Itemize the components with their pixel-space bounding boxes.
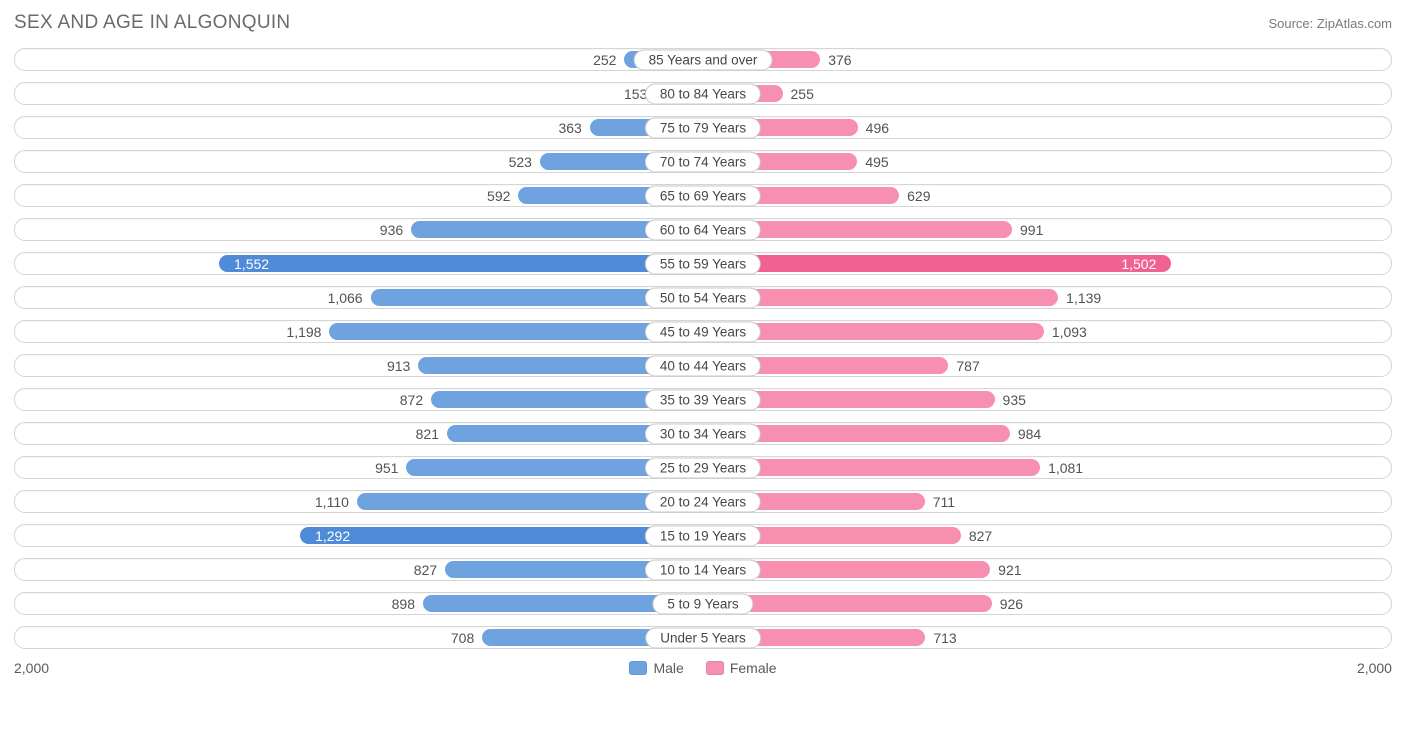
male-value: 592 — [487, 188, 510, 204]
chart-footer: 2,000 Male Female 2,000 — [14, 660, 1392, 676]
pyramid-row: 898 926 5 to 9 Years — [14, 592, 1392, 615]
female-value: 787 — [956, 358, 979, 374]
pyramid-row: 523 495 70 to 74 Years — [14, 150, 1392, 173]
male-value: 951 — [375, 460, 398, 476]
female-value: 1,093 — [1052, 324, 1087, 340]
female-value: 1,502 — [1121, 256, 1156, 272]
chart-title: SEX AND AGE IN ALGONQUIN — [14, 12, 290, 34]
legend-item-female: Female — [706, 660, 777, 676]
population-pyramid-chart: 252 376 85 Years and over 153 255 80 to 84 Ye… — [14, 48, 1392, 649]
age-label: 25 to 29 Years — [645, 457, 761, 478]
age-label: 40 to 44 Years — [645, 355, 761, 376]
male-value: 898 — [392, 596, 415, 612]
pyramid-row: 936 991 60 to 64 Years — [14, 218, 1392, 241]
male-value: 363 — [558, 120, 581, 136]
pyramid-row: 592 629 65 to 69 Years — [14, 184, 1392, 207]
pyramid-row: 1,110 711 20 to 24 Years — [14, 490, 1392, 513]
age-label: 45 to 49 Years — [645, 321, 761, 342]
male-value: 821 — [416, 426, 439, 442]
age-label: 5 to 9 Years — [652, 593, 753, 614]
male-value: 1,552 — [234, 256, 269, 272]
age-label: 20 to 24 Years — [645, 491, 761, 512]
female-value: 935 — [1003, 392, 1026, 408]
female-value: 984 — [1018, 426, 1041, 442]
pyramid-row: 1,552 1,502 55 to 59 Years — [14, 252, 1392, 275]
pyramid-row: 827 921 10 to 14 Years — [14, 558, 1392, 581]
male-value: 936 — [380, 222, 403, 238]
male-value: 1,110 — [315, 494, 349, 510]
age-label: 15 to 19 Years — [645, 525, 761, 546]
pyramid-row: 913 787 40 to 44 Years — [14, 354, 1392, 377]
female-value: 376 — [828, 52, 851, 68]
age-label: 30 to 34 Years — [645, 423, 761, 444]
female-value: 926 — [1000, 596, 1023, 612]
pyramid-row: 1,066 1,139 50 to 54 Years — [14, 286, 1392, 309]
male-swatch-icon — [629, 661, 647, 675]
female-bar — [703, 255, 1171, 272]
male-value: 827 — [414, 562, 437, 578]
age-label: 70 to 74 Years — [645, 151, 761, 172]
male-bar — [300, 527, 703, 544]
pyramid-row: 153 255 80 to 84 Years — [14, 82, 1392, 105]
female-value: 1,081 — [1048, 460, 1083, 476]
age-label: 60 to 64 Years — [645, 219, 761, 240]
pyramid-row: 951 1,081 25 to 29 Years — [14, 456, 1392, 479]
female-value: 991 — [1020, 222, 1043, 238]
pyramid-row: 708 713 Under 5 Years — [14, 626, 1392, 649]
pyramid-row: 872 935 35 to 39 Years — [14, 388, 1392, 411]
age-label: 10 to 14 Years — [645, 559, 761, 580]
female-value: 827 — [969, 528, 992, 544]
female-value: 713 — [933, 630, 956, 646]
female-value: 495 — [865, 154, 888, 170]
female-value: 255 — [791, 86, 814, 102]
female-value: 629 — [907, 188, 930, 204]
pyramid-row: 1,198 1,093 45 to 49 Years — [14, 320, 1392, 343]
age-label: 80 to 84 Years — [645, 83, 761, 104]
female-value: 921 — [998, 562, 1021, 578]
legend-item-male: Male — [629, 660, 683, 676]
male-value: 523 — [509, 154, 532, 170]
age-label: 55 to 59 Years — [645, 253, 761, 274]
legend-label-female: Female — [730, 660, 777, 676]
axis-label-right: 2,000 — [1357, 660, 1392, 676]
pyramid-row: 821 984 30 to 34 Years — [14, 422, 1392, 445]
legend-label-male: Male — [653, 660, 683, 676]
chart-source: Source: ZipAtlas.com — [1268, 16, 1392, 31]
legend: Male Female — [629, 660, 776, 676]
female-value: 1,139 — [1066, 290, 1101, 306]
male-value: 1,066 — [328, 290, 363, 306]
female-value: 496 — [866, 120, 889, 136]
male-value: 153 — [624, 86, 647, 102]
age-label: 50 to 54 Years — [645, 287, 761, 308]
pyramid-row: 252 376 85 Years and over — [14, 48, 1392, 71]
male-value: 708 — [451, 630, 474, 646]
age-label: Under 5 Years — [645, 627, 761, 648]
male-bar — [219, 255, 703, 272]
female-value: 711 — [933, 494, 955, 510]
pyramid-row: 1,292 827 15 to 19 Years — [14, 524, 1392, 547]
male-value: 1,292 — [315, 528, 350, 544]
age-label: 35 to 39 Years — [645, 389, 761, 410]
age-label: 75 to 79 Years — [645, 117, 761, 138]
pyramid-row: 363 496 75 to 79 Years — [14, 116, 1392, 139]
male-value: 1,198 — [286, 324, 321, 340]
female-swatch-icon — [706, 661, 724, 675]
male-value: 872 — [400, 392, 423, 408]
age-label: 65 to 69 Years — [645, 185, 761, 206]
male-value: 913 — [387, 358, 410, 374]
age-label: 85 Years and over — [634, 49, 773, 70]
chart-header: SEX AND AGE IN ALGONQUIN Source: ZipAtla… — [14, 12, 1392, 34]
axis-label-left: 2,000 — [14, 660, 49, 676]
male-value: 252 — [593, 52, 616, 68]
